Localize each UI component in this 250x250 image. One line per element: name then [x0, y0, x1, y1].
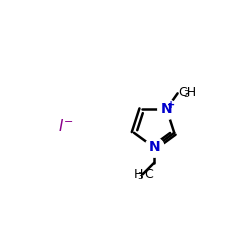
- Text: −: −: [64, 118, 73, 128]
- Text: +: +: [167, 100, 175, 110]
- Text: CH: CH: [178, 86, 196, 99]
- Text: 3: 3: [184, 90, 189, 99]
- Text: H: H: [134, 168, 143, 181]
- Text: I: I: [58, 119, 63, 134]
- Text: N: N: [148, 140, 160, 154]
- Text: 3: 3: [137, 172, 143, 182]
- Text: N: N: [161, 102, 172, 116]
- Text: C: C: [144, 168, 153, 181]
